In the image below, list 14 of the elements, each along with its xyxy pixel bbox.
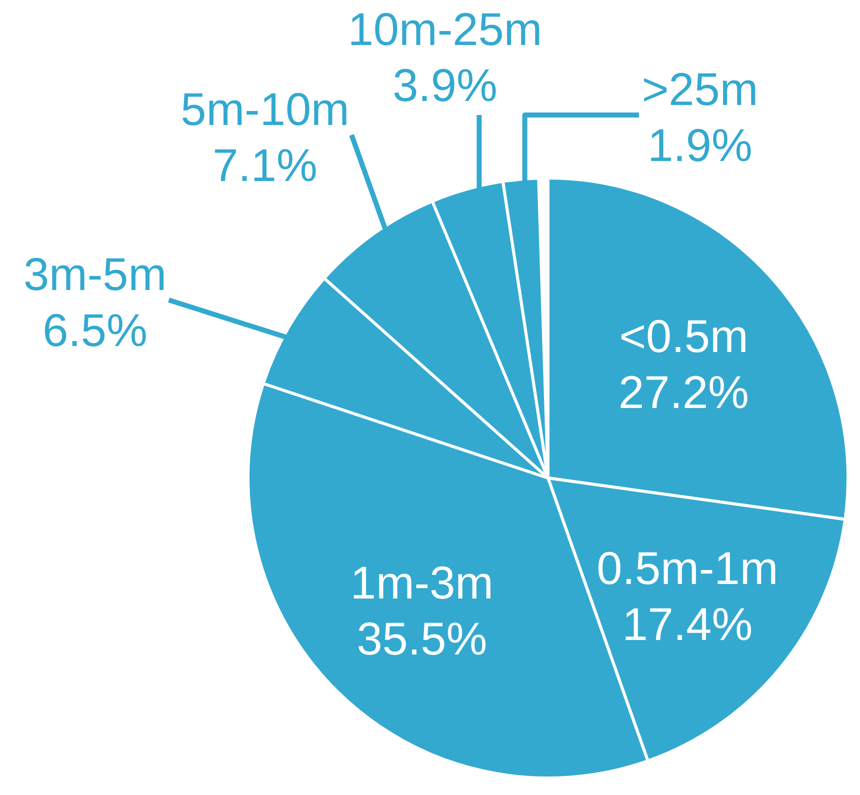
slice-label: 1m-3m (350, 556, 494, 608)
data-label: 6.5% (42, 304, 148, 356)
slice-label: 0.5m-1m (596, 542, 778, 594)
slice-label: 10m-25m (348, 3, 542, 55)
data-label: 27.2% (618, 366, 749, 418)
data-label: 17.4% (622, 598, 753, 650)
data-label: 1.9% (648, 119, 752, 171)
data-label: 35.5% (356, 612, 488, 664)
slice-label: >25m (642, 63, 758, 115)
data-label: 3.9% (392, 59, 498, 111)
data-label: 7.1% (212, 139, 318, 191)
slice-label: 3m-5m (23, 248, 167, 300)
slice-label: <0.5m (619, 310, 748, 362)
slice-label: 5m-10m (180, 83, 350, 135)
